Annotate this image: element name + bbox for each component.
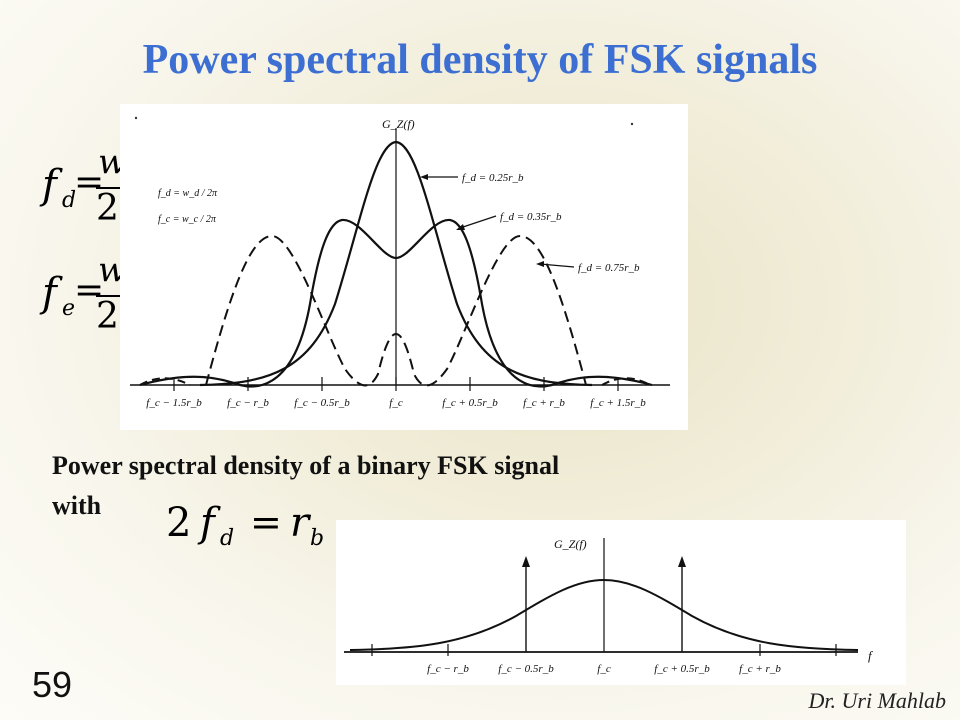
y-axis-label: G_Z(f) (382, 117, 415, 131)
formula-fd-lhs: f (42, 162, 57, 208)
impulse-arrow-icon (522, 556, 530, 567)
psd-figure-binary-fsk: G_Z(f) f f_c − r_b f_c − 0.5r_b f_c f_c … (336, 520, 906, 685)
label-fd-0.75rb: f_d = 0.75r_b (578, 262, 640, 274)
tick-label: f_c − 0.5r_b (294, 397, 350, 409)
tick-label: f_c + 0.5r_b (442, 397, 498, 409)
tick-label: f_c − 1.5r_b (146, 397, 202, 409)
condition-eq: = (250, 500, 282, 544)
formula-fe-lhs-sub: e (62, 296, 76, 321)
scan-dot (134, 116, 138, 120)
tick-label: f_c + r_b (739, 663, 781, 675)
definition-fd: f_d = w_d / 2π (158, 188, 218, 199)
slide-title: Power spectral density of FSK signals (142, 37, 818, 83)
tick-label: f_c + 1.5r_b (590, 397, 646, 409)
tick-label: f_c − r_b (227, 397, 269, 409)
figure-caption: Power spectral density of a binary FSK s… (52, 446, 812, 526)
condition-r: r (290, 500, 310, 546)
condition-coef: 2 (166, 500, 192, 546)
caption-line-1: Power spectral density of a binary FSK s… (52, 451, 560, 480)
caption-line-2: with (52, 491, 102, 520)
fraction-bar (96, 187, 132, 189)
label-fd-0.25rb: f_d = 0.25r_b (462, 172, 524, 184)
y-axis-label: G_Z(f) (554, 537, 587, 551)
formula-fd-lhs-sub: d (62, 188, 77, 213)
x-axis-label: f (868, 648, 874, 663)
x-ticks (371, 644, 837, 656)
arrow-head-icon (456, 224, 465, 230)
formula-fe-lhs: f (42, 270, 57, 316)
arrow-head-icon (420, 174, 428, 180)
curve-fd-0.75rb (205, 234, 587, 387)
psd-figure-fsk-svg: G_Z(f) f_d = w_d / 2π f_c = w_c / 2π f_d… (130, 116, 670, 409)
definition-fc: f_c = w_c / 2π (158, 214, 217, 225)
psd-figure-fsk: G_Z(f) f_d = w_d / 2π f_c = w_c / 2π f_d… (120, 104, 688, 430)
condition-r-sub: b (310, 526, 325, 551)
condition-f: f (200, 500, 215, 546)
curve-fd-0.25rb (199, 140, 593, 387)
condition-f-sub: d (220, 526, 235, 551)
tick-label: f_c + r_b (523, 397, 565, 409)
tick-label: f_c (389, 397, 403, 409)
curve-fd-0.35rb (139, 218, 653, 388)
arrow-head-icon (536, 261, 544, 267)
author-credit: Dr. Uri Mahlab (808, 688, 946, 713)
impulse-arrow-icon (678, 556, 686, 567)
label-fd-0.35rb: f_d = 0.35r_b (500, 211, 562, 223)
formula-fe: f e = w e 2π (40, 250, 143, 346)
tick-label: f_c − r_b (427, 663, 469, 675)
tick-label: f_c − 0.5r_b (498, 663, 554, 675)
formula-condition: 2 f d = r b (166, 496, 336, 556)
annotation-arrow (459, 215, 497, 229)
psd-figure-binary-fsk-svg: G_Z(f) f f_c − r_b f_c − 0.5r_b f_c f_c … (344, 537, 874, 675)
curve-fd-0.75rb-sidelobes (139, 377, 651, 386)
psd-curve (349, 578, 859, 651)
page-number: 59 (32, 664, 73, 705)
fraction-bar (96, 295, 132, 297)
formula-fd: f d = w d 2π (40, 142, 143, 238)
tick-label: f_c + 0.5r_b (654, 663, 710, 675)
tick-label: f_c (597, 663, 611, 675)
x-ticks (173, 377, 619, 391)
scan-dot (630, 122, 634, 126)
annotation-arrow (539, 263, 575, 268)
